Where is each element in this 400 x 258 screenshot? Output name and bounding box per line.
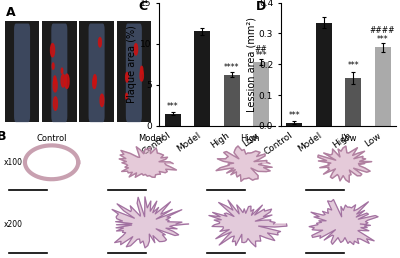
- Text: x100: x100: [4, 158, 23, 167]
- Circle shape: [134, 44, 138, 55]
- Text: C: C: [139, 0, 148, 13]
- Text: High: High: [240, 134, 259, 143]
- Text: Model: Model: [138, 134, 163, 143]
- Circle shape: [54, 76, 56, 84]
- Text: B: B: [0, 130, 6, 143]
- FancyBboxPatch shape: [79, 21, 114, 122]
- Circle shape: [65, 74, 69, 88]
- Bar: [316, 23, 332, 126]
- Text: A: A: [6, 6, 15, 19]
- Text: ***: ***: [377, 35, 388, 44]
- Polygon shape: [209, 200, 287, 247]
- Circle shape: [61, 68, 63, 73]
- FancyBboxPatch shape: [88, 23, 104, 122]
- Bar: [194, 31, 210, 126]
- Circle shape: [140, 66, 143, 74]
- Bar: [345, 78, 361, 126]
- FancyBboxPatch shape: [5, 21, 39, 122]
- Bar: [224, 75, 240, 126]
- Circle shape: [126, 93, 128, 99]
- Polygon shape: [216, 146, 272, 181]
- FancyBboxPatch shape: [51, 23, 67, 122]
- Text: ***: ***: [347, 61, 359, 70]
- Text: ***: ***: [288, 111, 300, 120]
- Polygon shape: [318, 146, 372, 182]
- Text: Low: Low: [340, 134, 357, 143]
- Text: ***: ***: [167, 102, 178, 111]
- Text: D: D: [256, 0, 266, 13]
- Circle shape: [98, 38, 101, 47]
- Circle shape: [126, 72, 128, 82]
- Bar: [286, 123, 302, 126]
- Bar: [253, 62, 269, 126]
- FancyBboxPatch shape: [42, 21, 77, 122]
- Y-axis label: Lession area (mm²): Lession area (mm²): [246, 17, 256, 112]
- Text: Model: Model: [48, 3, 71, 12]
- Text: ****: ****: [224, 63, 240, 72]
- Text: x200: x200: [4, 220, 23, 229]
- Text: High: High: [88, 3, 106, 12]
- Text: Low: Low: [126, 3, 142, 12]
- Circle shape: [100, 94, 104, 107]
- Text: ***: ***: [255, 51, 267, 60]
- Bar: [164, 114, 181, 126]
- Polygon shape: [309, 199, 378, 245]
- Circle shape: [53, 97, 58, 110]
- Polygon shape: [112, 197, 188, 248]
- Circle shape: [61, 74, 65, 87]
- FancyBboxPatch shape: [14, 23, 30, 122]
- Y-axis label: Plaque area (%): Plaque area (%): [128, 25, 138, 103]
- Text: Control: Control: [36, 134, 67, 143]
- FancyBboxPatch shape: [126, 23, 142, 122]
- Circle shape: [53, 78, 57, 92]
- Text: ####: ####: [370, 26, 396, 35]
- Polygon shape: [119, 147, 176, 177]
- FancyBboxPatch shape: [116, 21, 151, 122]
- Circle shape: [140, 70, 143, 81]
- Circle shape: [50, 44, 54, 57]
- Text: ##: ##: [255, 45, 268, 54]
- Circle shape: [93, 75, 96, 85]
- Bar: [374, 47, 391, 126]
- Circle shape: [93, 78, 96, 88]
- Text: Control: Control: [8, 3, 36, 12]
- Circle shape: [52, 63, 54, 69]
